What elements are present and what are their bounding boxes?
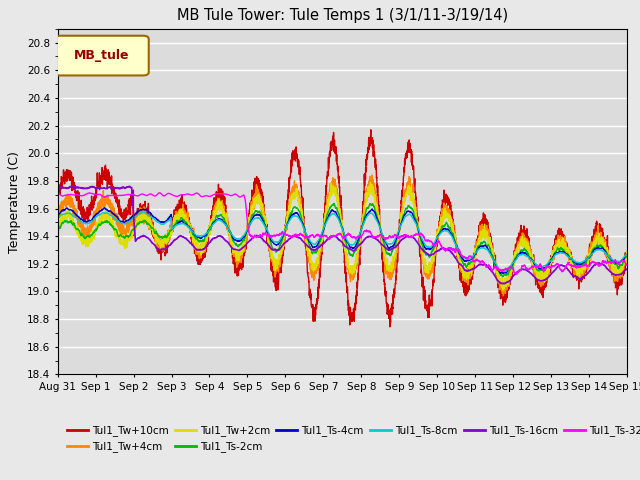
Tul1_Tw+4cm [623, 255, 631, 261]
Tul1_Tw+4cm [612, 272, 620, 278]
Tul1_Ts-2cm [54, 226, 61, 231]
Tul1_Tw+2cm [152, 235, 160, 241]
Tul1_Ts-16cm [297, 236, 305, 241]
Legend: Tul1_Tw+10cm, Tul1_Tw+4cm, Tul1_Tw+2cm, Tul1_Ts-2cm, Tul1_Ts-4cm, Tul1_Ts-8cm, T: Tul1_Tw+10cm, Tul1_Tw+4cm, Tul1_Tw+2cm, … [63, 421, 640, 456]
Tul1_Ts-8cm [139, 210, 147, 216]
Tul1_Ts-32cm [152, 192, 160, 198]
Y-axis label: Temperature (C): Temperature (C) [8, 151, 21, 252]
Tul1_Ts-8cm [118, 220, 126, 226]
Tul1_Tw+4cm [297, 195, 305, 201]
Tul1_Tw+2cm [54, 229, 61, 235]
Tul1_Ts-2cm [499, 274, 506, 279]
Tul1_Tw+2cm [297, 207, 305, 213]
Tul1_Ts-16cm [119, 185, 127, 191]
Tul1_Ts-4cm [612, 260, 620, 266]
Line: Tul1_Tw+2cm: Tul1_Tw+2cm [58, 182, 627, 290]
Tul1_Tw+10cm [54, 190, 61, 195]
Tul1_Tw+10cm [612, 276, 620, 282]
Tul1_Tw+4cm [500, 293, 508, 299]
Tul1_Ts-2cm [152, 228, 160, 234]
Tul1_Tw+2cm [272, 259, 280, 264]
Tul1_Ts-16cm [623, 266, 631, 272]
Tul1_Ts-32cm [54, 190, 61, 196]
Tul1_Ts-8cm [623, 252, 631, 258]
Tul1_Tw+4cm [54, 219, 61, 225]
Tul1_Ts-2cm [297, 212, 305, 218]
Tul1_Ts-16cm [153, 245, 161, 251]
Tul1_Tw+4cm [551, 246, 559, 252]
Line: Tul1_Ts-32cm: Tul1_Ts-32cm [58, 193, 627, 274]
Tul1_Ts-32cm [118, 192, 126, 198]
Tul1_Ts-16cm [612, 272, 620, 278]
Tul1_Ts-32cm [272, 233, 280, 239]
Line: Tul1_Ts-4cm: Tul1_Ts-4cm [58, 208, 627, 273]
Tul1_Ts-4cm [500, 270, 508, 276]
Tul1_Ts-4cm [119, 218, 127, 224]
Tul1_Tw+10cm [118, 211, 126, 216]
Tul1_Tw+4cm [118, 231, 126, 237]
Tul1_Ts-8cm [273, 239, 280, 245]
Tul1_Ts-16cm [54, 184, 61, 190]
Line: Tul1_Ts-2cm: Tul1_Ts-2cm [58, 204, 627, 276]
Line: Tul1_Tw+10cm: Tul1_Tw+10cm [58, 130, 627, 327]
Tul1_Ts-8cm [500, 269, 508, 275]
Tul1_Ts-16cm [68, 183, 76, 189]
Tul1_Ts-2cm [623, 252, 631, 258]
FancyBboxPatch shape [55, 36, 148, 75]
Tul1_Ts-2cm [612, 261, 620, 266]
Tul1_Ts-32cm [551, 262, 559, 268]
Tul1_Ts-16cm [498, 281, 506, 287]
Tul1_Ts-8cm [612, 258, 620, 264]
Tul1_Ts-32cm [612, 259, 620, 265]
Tul1_Tw+10cm [386, 324, 394, 330]
Tul1_Tw+10cm [152, 246, 160, 252]
Tul1_Ts-2cm [369, 201, 376, 206]
Tul1_Ts-4cm [101, 205, 109, 211]
Tul1_Ts-16cm [273, 247, 280, 253]
Line: Tul1_Ts-16cm: Tul1_Ts-16cm [58, 186, 627, 284]
Tul1_Ts-8cm [54, 215, 61, 220]
Tul1_Tw+10cm [297, 180, 305, 186]
Line: Tul1_Tw+4cm: Tul1_Tw+4cm [58, 175, 627, 296]
Tul1_Tw+10cm [623, 252, 631, 258]
Tul1_Ts-32cm [513, 271, 520, 277]
Tul1_Ts-4cm [54, 212, 61, 218]
Tul1_Ts-2cm [272, 250, 280, 255]
Tul1_Ts-32cm [297, 231, 305, 237]
Tul1_Ts-4cm [297, 217, 305, 223]
Tul1_Tw+2cm [623, 249, 631, 255]
Tul1_Tw+2cm [612, 270, 620, 276]
Text: MB_tule: MB_tule [74, 49, 129, 62]
Tul1_Ts-2cm [551, 250, 559, 256]
Tul1_Ts-4cm [623, 252, 631, 258]
Tul1_Ts-4cm [273, 242, 280, 248]
Tul1_Ts-8cm [551, 252, 559, 258]
Tul1_Tw+2cm [499, 288, 507, 293]
Tul1_Ts-8cm [153, 219, 161, 225]
Tul1_Tw+4cm [152, 234, 160, 240]
Tul1_Tw+10cm [367, 127, 374, 132]
Tul1_Ts-32cm [623, 262, 631, 267]
Tul1_Tw+2cm [551, 243, 559, 249]
Tul1_Tw+2cm [118, 240, 126, 246]
Title: MB Tule Tower: Tule Temps 1 (3/1/11-3/19/14): MB Tule Tower: Tule Temps 1 (3/1/11-3/19… [177, 9, 508, 24]
Tul1_Ts-16cm [551, 267, 559, 273]
Tul1_Ts-2cm [118, 234, 126, 240]
Tul1_Ts-4cm [153, 216, 161, 222]
Tul1_Tw+4cm [368, 172, 376, 178]
Tul1_Tw+10cm [272, 283, 280, 288]
Tul1_Ts-4cm [551, 252, 559, 257]
Tul1_Tw+2cm [367, 180, 374, 185]
Tul1_Ts-8cm [297, 219, 305, 225]
Tul1_Tw+4cm [272, 266, 280, 272]
Tul1_Tw+10cm [551, 236, 559, 241]
Line: Tul1_Ts-8cm: Tul1_Ts-8cm [58, 213, 627, 272]
